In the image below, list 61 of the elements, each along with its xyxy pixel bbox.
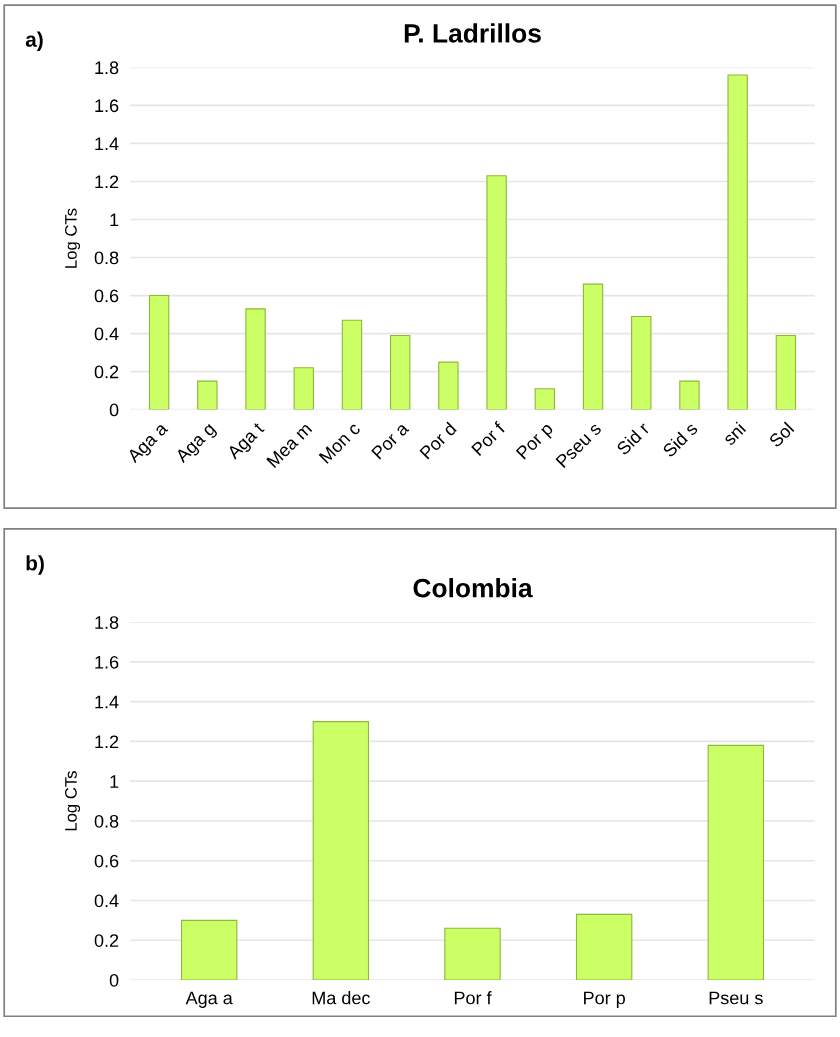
x-tick-label: Aga a [185,991,233,1008]
bar [341,319,363,410]
y-tick-label: 0.8 [94,251,119,265]
x-tick-label: Mea m [266,422,313,469]
bar [197,380,218,410]
y-tick-label: 1.6 [95,99,119,113]
y-tick-label: 1.4 [95,137,119,150]
y-tick-label: 1.6 [95,655,119,669]
bar [707,744,765,980]
x-tick-label: Por f [454,991,492,1005]
bar [679,380,700,410]
x-tick-label: Aga a [126,421,172,466]
chart-title: Colombia [413,578,533,598]
bar [148,294,170,410]
x-tick-label: Por a [371,421,410,460]
y-tick-label: 1.4 [95,695,119,709]
bar [534,388,556,410]
y-tick-label: 0 [109,403,119,417]
bar [245,308,266,410]
y-tick-label: 1.2 [95,735,119,748]
x-tick-label: Pseu s [709,991,763,1005]
y-tick-label: 1.8 [95,616,119,629]
bar [575,913,633,980]
bar [775,334,797,410]
x-tick-label: Por d [418,421,457,460]
bar [438,361,459,410]
x-tick-label: Sol [768,421,795,448]
y-tick-label: 0.2 [94,934,119,947]
text: a) [25,31,43,51]
y-tick-label: 0.8 [94,814,119,828]
x-tick-label: Aga g [174,422,219,466]
bar [312,721,370,980]
y-axis-title: Log CTs [65,771,81,831]
chart-title: P. Ladrillos [404,23,541,43]
x-tick-label: Mon c [318,421,362,464]
bar [486,175,507,410]
text: b) [26,555,44,575]
bar [180,919,238,980]
y-axis-title: Log CTs [65,208,81,268]
x-tick-label: Sid r [615,420,651,456]
y-tick-label: 0.2 [94,365,119,379]
y-tick-label: 1 [110,775,119,788]
y-tick-label: 0.6 [94,289,119,303]
x-tick-label: Por p [584,991,625,1008]
bar [293,367,314,410]
bar [389,334,411,410]
bar [582,283,604,410]
y-tick-label: 1.2 [95,175,119,189]
x-tick-label: Por f [470,420,506,457]
bar [727,74,748,410]
bar [444,927,501,980]
y-tick-label: 0 [109,973,119,987]
y-tick-label: 0.4 [94,327,119,341]
bar [631,315,652,410]
x-tick-label: Ma dec [312,991,370,1005]
y-tick-label: 0.6 [94,854,119,868]
y-tick-label: 0.4 [94,894,119,908]
x-tick-label: Sid s [661,421,699,458]
x-tick-label: sni [721,421,747,447]
y-tick-label: 1.8 [95,61,119,75]
y-tick-label: 1 [110,213,119,227]
